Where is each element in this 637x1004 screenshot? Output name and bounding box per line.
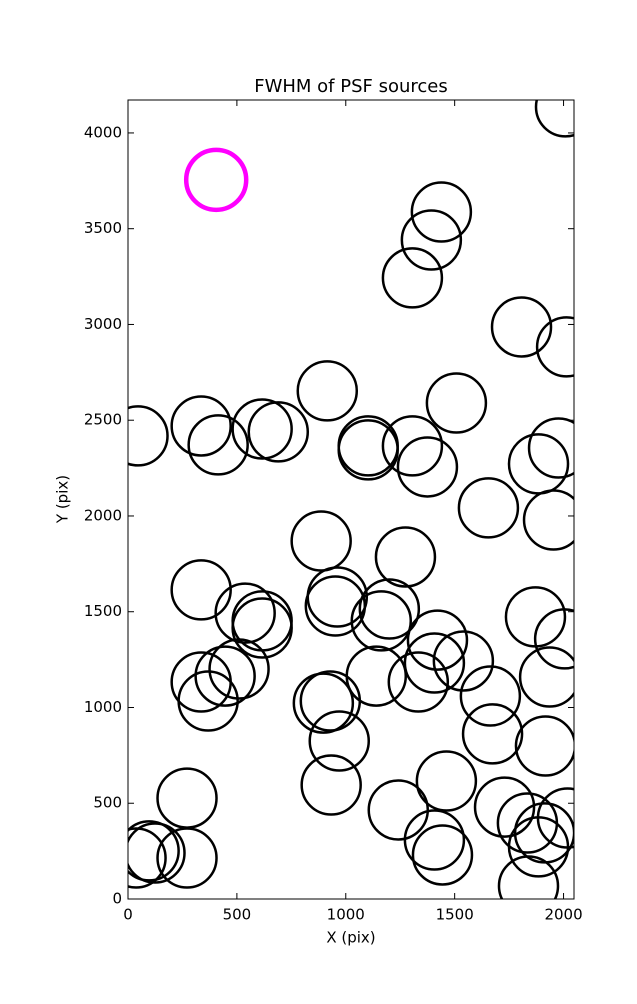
y-tick-label: 3000 xyxy=(84,315,122,333)
source-circle xyxy=(396,436,459,498)
plot-frame xyxy=(127,99,575,900)
source-circle xyxy=(400,209,463,271)
plot-area xyxy=(128,100,574,899)
source-circle xyxy=(534,100,574,138)
source-circle xyxy=(459,665,522,727)
source-circle xyxy=(518,646,574,708)
y-tick-label: 0 xyxy=(112,890,122,908)
source-circle xyxy=(403,809,466,871)
source-circle xyxy=(170,395,232,457)
source-circle xyxy=(536,787,574,849)
x-tick-label: 1500 xyxy=(436,906,474,924)
source-circle xyxy=(194,645,256,707)
source-circle xyxy=(461,703,524,765)
source-circle xyxy=(496,792,559,854)
y-tick-label: 1000 xyxy=(84,698,122,716)
source-circle xyxy=(183,147,249,213)
source-circle xyxy=(507,433,570,495)
x-tick-label: 2000 xyxy=(544,906,582,924)
source-circle xyxy=(374,526,437,588)
source-circle xyxy=(170,651,232,713)
source-circle xyxy=(535,316,574,378)
y-tick-label: 500 xyxy=(93,794,122,812)
source-circle xyxy=(187,414,249,476)
source-circle xyxy=(522,489,574,551)
source-circle xyxy=(345,645,408,707)
x-tick-label: 0 xyxy=(123,906,133,924)
x-tick-label: 1000 xyxy=(327,906,365,924)
source-circle xyxy=(214,582,276,644)
source-circle xyxy=(490,296,553,358)
source-circle xyxy=(290,510,352,572)
source-circle xyxy=(358,578,421,640)
y-axis-label: Y (pix) xyxy=(54,475,72,524)
source-circle xyxy=(514,715,574,777)
source-circle xyxy=(304,575,367,637)
source-circle xyxy=(406,609,469,671)
y-tick-label: 4000 xyxy=(84,123,122,141)
source-circle xyxy=(170,559,232,621)
source-circle xyxy=(231,597,293,659)
source-circle xyxy=(497,855,560,899)
source-circle xyxy=(367,779,430,841)
chart-title: FWHM of PSF sources xyxy=(254,76,448,97)
source-circle xyxy=(308,710,370,772)
source-circle xyxy=(128,822,186,884)
source-circle xyxy=(231,590,293,652)
source-circle xyxy=(387,651,450,713)
source-circle xyxy=(156,827,218,889)
source-circle xyxy=(403,632,466,694)
source-circle xyxy=(128,405,169,467)
source-circle xyxy=(156,767,218,829)
source-circle xyxy=(350,590,413,652)
source-circle xyxy=(231,398,293,460)
x-axis-label: X (pix) xyxy=(326,929,375,947)
source-circle xyxy=(337,415,399,477)
source-circle xyxy=(296,360,359,422)
source-circle xyxy=(533,608,574,670)
source-circle xyxy=(128,827,167,889)
source-circle xyxy=(128,820,180,882)
source-circle xyxy=(415,750,478,812)
source-circle xyxy=(410,181,473,243)
source-circle xyxy=(527,417,574,479)
source-circle xyxy=(177,670,239,732)
x-tick-label: 500 xyxy=(223,906,252,924)
source-circle xyxy=(247,401,310,463)
source-circle xyxy=(381,247,444,309)
source-circle xyxy=(457,477,520,539)
source-circle xyxy=(432,630,495,692)
y-tick-label: 1500 xyxy=(84,602,122,620)
y-tick-label: 2500 xyxy=(84,411,122,429)
source-circle xyxy=(411,824,474,886)
source-circle xyxy=(208,638,270,700)
source-circle xyxy=(299,670,362,732)
source-circle xyxy=(473,776,536,838)
source-circle xyxy=(292,672,355,734)
source-circle xyxy=(425,372,488,434)
y-tick-label: 3500 xyxy=(84,219,122,237)
source-circle xyxy=(337,419,399,481)
source-circle xyxy=(300,754,362,816)
source-circle xyxy=(381,415,444,477)
y-tick-label: 2000 xyxy=(84,506,122,524)
